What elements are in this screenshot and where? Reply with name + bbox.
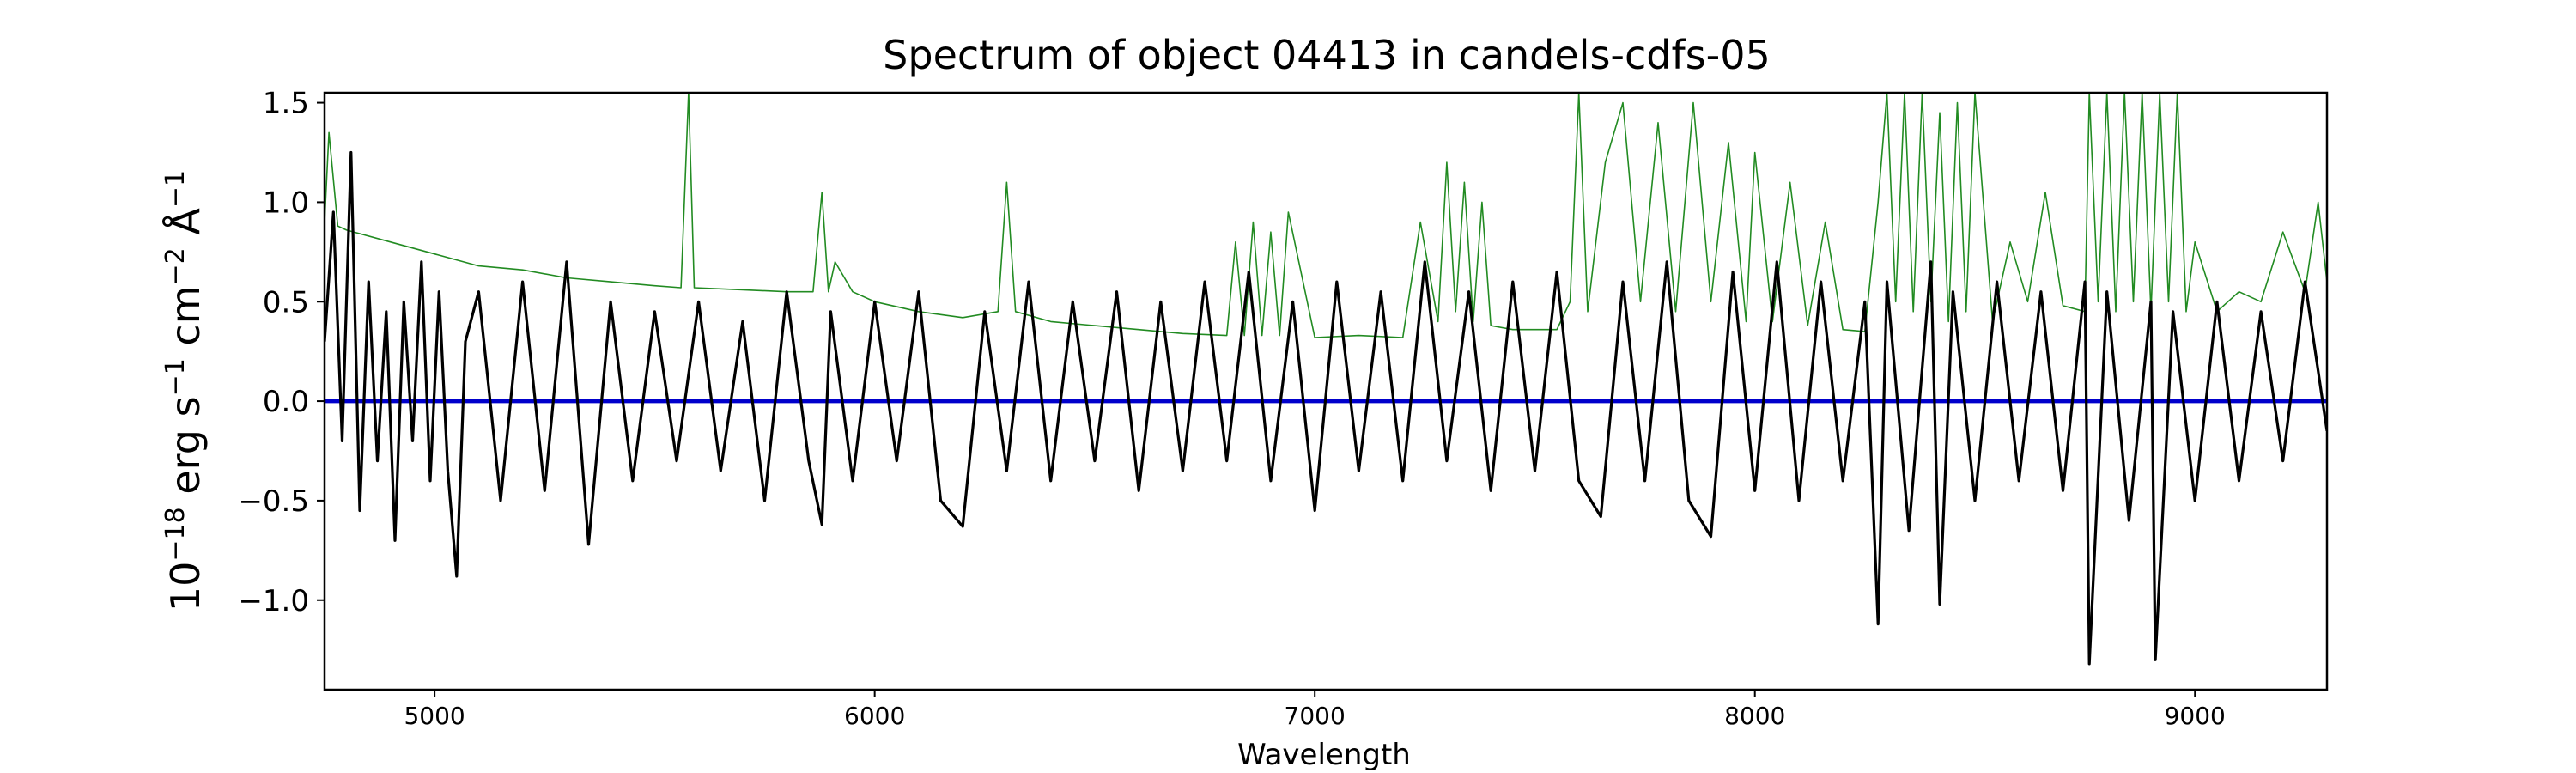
y-tick-label: 0.0 (263, 385, 309, 419)
x-tick-label: 9000 (2165, 702, 2226, 730)
y-label-s-exp: −1 (161, 358, 191, 396)
plot-area (323, 91, 2329, 691)
y-label-cm-exp: −2 (161, 247, 191, 285)
x-axis: 5000 6000 7000 8000 9000 (404, 690, 2226, 730)
y-tick-label: 1.0 (263, 186, 309, 220)
y-label-prefix: 10 (162, 562, 209, 612)
y-label-cm: cm (162, 285, 209, 358)
x-tick-label: 5000 (404, 702, 465, 730)
y-label-prefix-exp: −18 (161, 507, 191, 561)
series-line-flux (325, 150, 2327, 666)
y-label-ang: Å (162, 208, 209, 248)
y-tick-label: −1.0 (238, 584, 309, 618)
x-tick-label: 6000 (844, 702, 905, 730)
y-axis: −1.0 −0.5 0.0 0.5 1.0 1.5 (238, 87, 325, 618)
y-axis-label: 10−18 erg s−1 cm−2 Å−1 (161, 170, 209, 612)
y-tick-label: 0.5 (263, 285, 309, 320)
series-line-sky (325, 93, 2327, 338)
y-tick-label: 1.5 (263, 87, 309, 121)
series-layer (325, 93, 2327, 666)
chart-title: Spectrum of object 04413 in candels-cdfs… (883, 32, 1771, 78)
y-label-ang-exp: −1 (161, 170, 191, 208)
x-tick-label: 8000 (1724, 702, 1785, 730)
x-axis-label: Wavelength (1237, 738, 1411, 772)
plot-frame (323, 91, 2329, 691)
y-label-text: erg s (162, 396, 209, 507)
y-tick-label: −0.5 (238, 484, 309, 519)
x-tick-label: 7000 (1285, 702, 1346, 730)
